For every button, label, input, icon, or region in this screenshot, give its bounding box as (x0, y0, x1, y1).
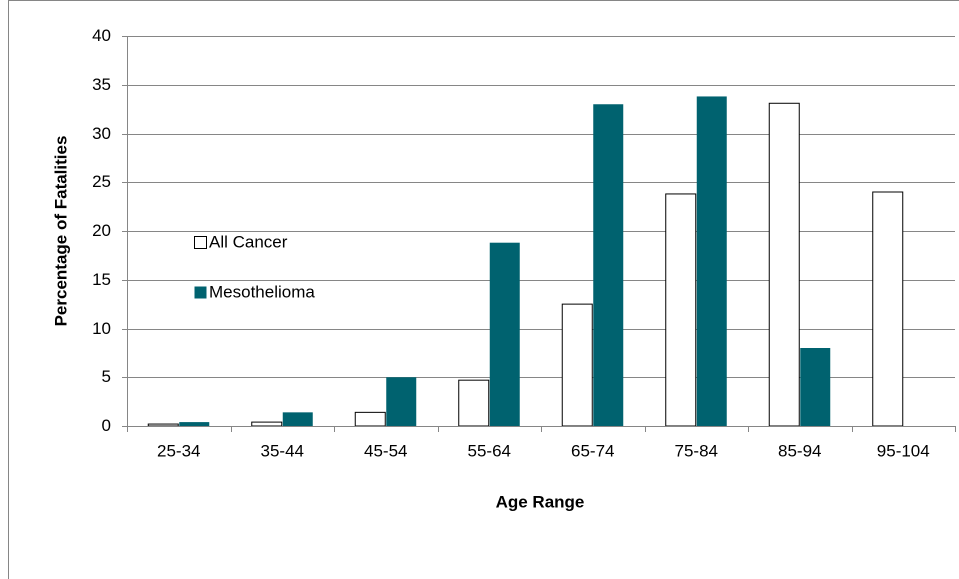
bar (665, 193, 697, 427)
y-tick-label: 5 (102, 367, 111, 386)
bar (251, 421, 283, 427)
x-tick-label: 45-54 (364, 441, 407, 460)
bar (179, 422, 210, 426)
y-tick-label: 20 (92, 221, 111, 240)
bar (872, 191, 904, 427)
bar (147, 423, 179, 427)
x-tick-label: 65-74 (571, 441, 614, 460)
x-tick-label: 85-94 (778, 441, 821, 460)
legend-swatch (194, 286, 207, 299)
y-tick-label: 30 (92, 124, 111, 143)
x-tick-label: 95-104 (877, 441, 930, 460)
x-tick-label: 25-34 (157, 441, 200, 460)
bar (489, 242, 520, 426)
bar (386, 377, 417, 426)
bar (800, 348, 831, 426)
x-tick-label: 75-84 (675, 441, 718, 460)
bar (458, 379, 490, 427)
y-tick-label: 25 (92, 172, 111, 191)
y-tick-label: 35 (92, 75, 111, 94)
bar (593, 104, 624, 426)
y-tick-label: 10 (92, 319, 111, 338)
bar (354, 411, 386, 427)
bar (696, 96, 727, 426)
legend-label: All Cancer (209, 232, 288, 251)
y-tick-label: 40 (92, 26, 111, 45)
legend-swatch (194, 236, 207, 249)
bar (561, 303, 593, 427)
x-tick-label: 55-64 (468, 441, 511, 460)
bar (768, 102, 800, 427)
x-axis-title: Age Range (496, 492, 585, 511)
legend-label: Mesothelioma (209, 282, 315, 301)
y-tick-label: 0 (102, 416, 111, 435)
bar (282, 412, 313, 426)
y-tick-label: 15 (92, 270, 111, 289)
x-tick-label: 35-44 (261, 441, 304, 460)
y-axis-title: Percentage of Fatalities (51, 136, 70, 327)
